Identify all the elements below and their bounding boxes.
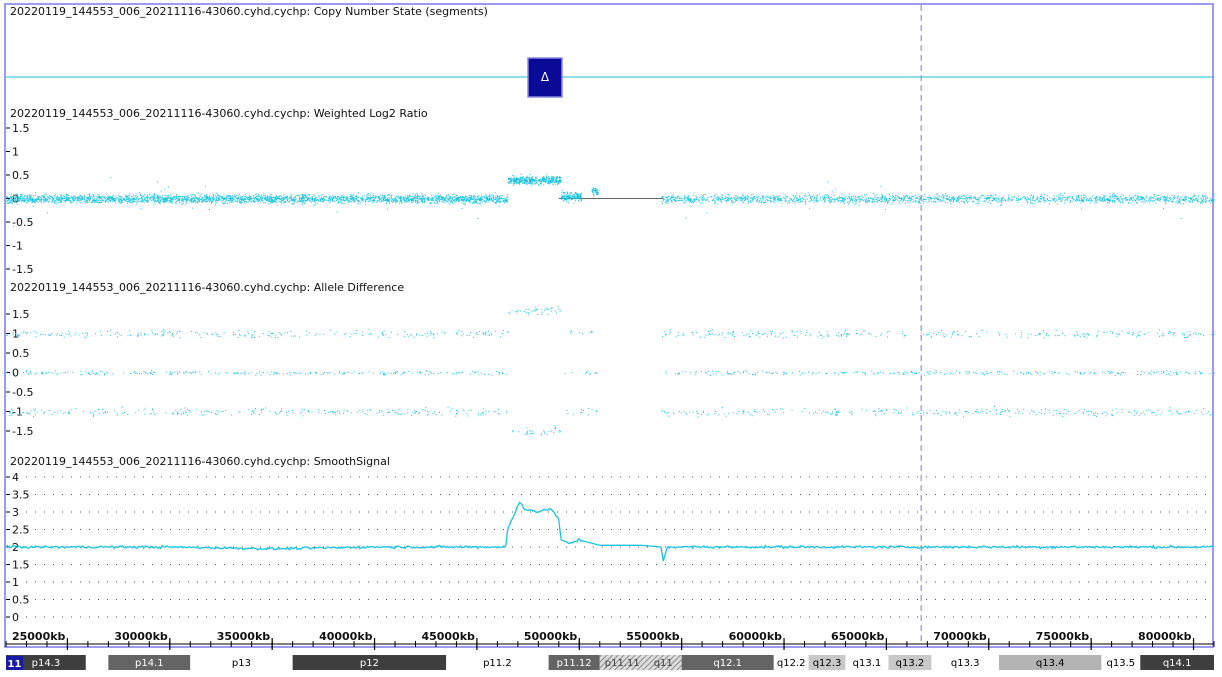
track-title-cn-state: 20220119_144553_006_20211116-43060.cyhd.… [10, 5, 488, 18]
ideogram-band-label: p14.1 [135, 658, 164, 669]
smooth-tick-label: 0.5 [12, 594, 30, 607]
ideogram-band-label: p12 [360, 658, 379, 669]
smooth-tick-label: 3.5 [12, 489, 30, 502]
track-cn-state: 20220119_144553_006_20211116-43060.cyhd.… [6, 5, 1214, 98]
x-tick-label: 60000kb [729, 630, 783, 643]
ideogram-band[interactable] [292, 655, 447, 670]
segment-selector-button[interactable]: Δ [527, 57, 563, 98]
chromosome-label: 11 [8, 659, 22, 670]
allele-scatter [6, 306, 1215, 436]
log2-tick-label: 0.5 [12, 169, 30, 182]
ideogram-band[interactable] [1101, 655, 1141, 670]
allele-tick-label: 1.5 [12, 308, 30, 321]
track-log2: 20220119_144553_006_20211116-43060.cyhd.… [6, 107, 1215, 276]
ideogram-band-label: p11.11 [605, 658, 640, 669]
allele-tick-label: 1 [12, 328, 19, 341]
allele-tick-label: -0.5 [12, 386, 33, 399]
ideogram-band-label: q12.3 [813, 658, 842, 669]
log2-tick-label: 1.5 [12, 122, 30, 135]
ideogram-band[interactable] [85, 655, 109, 670]
smooth-tick-label: 0 [12, 611, 19, 624]
plot-frame [4, 3, 1214, 648]
x-axis: 25000kb 30000kb 35000kb 40000kb 45000kb 50000… [5, 630, 1215, 650]
ideogram-band[interactable] [773, 655, 809, 670]
ideogram-band-label: p13 [232, 658, 251, 669]
x-tick-label: 80000kb [1138, 630, 1192, 643]
chromosome-badge [6, 656, 23, 670]
log2-tick-label: 1 [12, 146, 19, 159]
log2-y-axis: 1.510.50-0.5-1-1.5 [6, 122, 33, 276]
ideogram-band[interactable] [999, 655, 1102, 670]
ideogram-band-label: q13.3 [951, 658, 980, 669]
smooth-signal-line [5, 501, 1215, 562]
ideogram-bands: p14.3 p14.1 p13 p12 p11.2 p11.12 p11.11 q11 q12.… [6, 655, 1214, 670]
smooth-tick-label: 2 [12, 541, 19, 554]
chromosome-ideogram[interactable]: p14.3 p14.1 p13 p12 p11.2 p11.12 p11.11 q11 q12.… [6, 655, 1214, 670]
allele-points-path [6, 306, 1215, 436]
ideogram-band[interactable] [108, 655, 191, 670]
smooth-tick-label: 4 [12, 471, 19, 484]
x-tick-label: 65000kb [831, 630, 885, 643]
track-title-allele: 20220119_144553_006_20211116-43060.cyhd.… [10, 281, 404, 294]
smooth-tick-label: 2.5 [12, 524, 30, 537]
ideogram-band[interactable] [888, 655, 932, 670]
ideogram-band-label: q13.5 [1107, 658, 1136, 669]
ideogram-band[interactable] [446, 655, 549, 670]
track-allele: 20220119_144553_006_20211116-43060.cyhd.… [6, 281, 1215, 438]
x-tick-label: 30000kb [114, 630, 168, 643]
allele-tick-label: 0.5 [12, 347, 30, 360]
ideogram-band-label: q12.2 [777, 658, 806, 669]
smooth-tick-label: 1 [12, 576, 19, 589]
track-title-log2: 20220119_144553_006_20211116-43060.cyhd.… [10, 107, 428, 120]
segment-selector-box[interactable] [527, 57, 563, 98]
ideogram-band-label: q14.1 [1163, 658, 1192, 669]
allele-y-axis: 1.5 1 0.5 0 -0.5 -1 -1.5 [6, 308, 33, 438]
log2-tick-label: -0.5 [12, 216, 33, 229]
x-tick-label: 70000kb [933, 630, 987, 643]
ideogram-band[interactable] [808, 655, 846, 670]
ideogram-band-label: q13.1 [853, 658, 882, 669]
x-tick-label: 55000kb [626, 630, 680, 643]
ideogram-band-label: q11 [654, 658, 673, 669]
ideogram-band[interactable] [599, 655, 645, 670]
x-axis-ticks: 25000kb 30000kb 35000kb 40000kb 45000kb 50000… [12, 630, 1195, 650]
x-tick-label: 40000kb [319, 630, 373, 643]
ideogram-band-label: p14.3 [32, 658, 61, 669]
log2-scatter [6, 173, 1215, 228]
ideogram-band-label: q13.4 [1036, 658, 1065, 669]
log2-tick-label: -1.5 [12, 263, 33, 276]
smooth-gridlines [26, 476, 1214, 618]
ideogram-band-label: p11.12 [557, 658, 592, 669]
x-tick-label: 45000kb [421, 630, 475, 643]
log2-tick-label: -1 [12, 240, 23, 253]
smooth-y-axis: 4 3.5 3 2.5 2 1.5 1 0.5 0 [6, 471, 30, 624]
ideogram-band[interactable] [931, 655, 1000, 670]
x-tick-label: 50000kb [524, 630, 578, 643]
x-tick-label: 35000kb [217, 630, 271, 643]
ideogram-band[interactable] [845, 655, 889, 670]
ideogram-band-label: p11.2 [483, 658, 512, 669]
allele-tick-label: 0 [12, 367, 19, 380]
ideogram-band-label: q13.2 [896, 658, 925, 669]
track-title-smooth: 20220119_144553_006_20211116-43060.cyhd.… [10, 455, 390, 468]
log2-points-path [6, 173, 1215, 228]
allele-tick-label: -1.5 [12, 425, 33, 438]
smooth-tick-label: 3 [12, 506, 19, 519]
ideogram-band[interactable] [681, 655, 774, 670]
allele-tick-label: -1 [12, 406, 23, 419]
ideogram-band[interactable] [548, 655, 600, 670]
ideogram-band[interactable] [644, 655, 682, 670]
ideogram-band[interactable] [1140, 655, 1214, 670]
ideogram-band-label: q12.1 [713, 658, 742, 669]
ideogram-band[interactable] [190, 655, 293, 670]
smooth-tick-label: 1.5 [12, 559, 30, 572]
x-tick-label: 75000kb [1036, 630, 1090, 643]
track-smooth: 20220119_144553_006_20211116-43060.cyhd.… [5, 455, 1215, 624]
ideogram-band[interactable] [6, 655, 86, 670]
delta-icon: Δ [541, 70, 550, 84]
x-tick-label: 25000kb [12, 630, 66, 643]
